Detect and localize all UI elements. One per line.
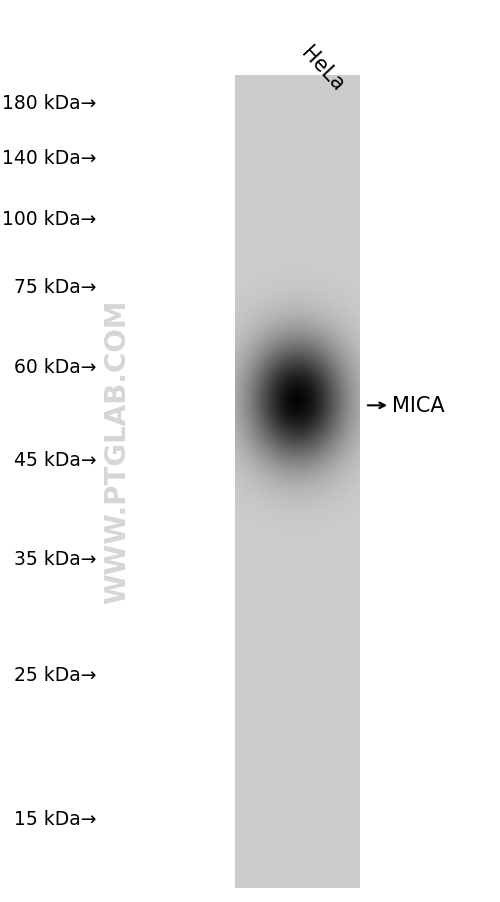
Text: 140 kDa→: 140 kDa→ xyxy=(2,148,97,168)
Text: 100 kDa→: 100 kDa→ xyxy=(2,209,97,229)
Text: 75 kDa→: 75 kDa→ xyxy=(2,277,97,297)
Text: 15 kDa→: 15 kDa→ xyxy=(2,809,97,829)
Text: WWW.PTGLAB.COM: WWW.PTGLAB.COM xyxy=(104,299,132,603)
Text: HeLa: HeLa xyxy=(298,43,348,96)
Text: 25 kDa→: 25 kDa→ xyxy=(2,665,97,685)
Text: 180 kDa→: 180 kDa→ xyxy=(2,94,97,114)
Text: 60 kDa→: 60 kDa→ xyxy=(2,357,97,377)
Text: 35 kDa→: 35 kDa→ xyxy=(2,549,97,569)
Text: MICA: MICA xyxy=(392,396,445,416)
Text: 45 kDa→: 45 kDa→ xyxy=(2,450,97,470)
